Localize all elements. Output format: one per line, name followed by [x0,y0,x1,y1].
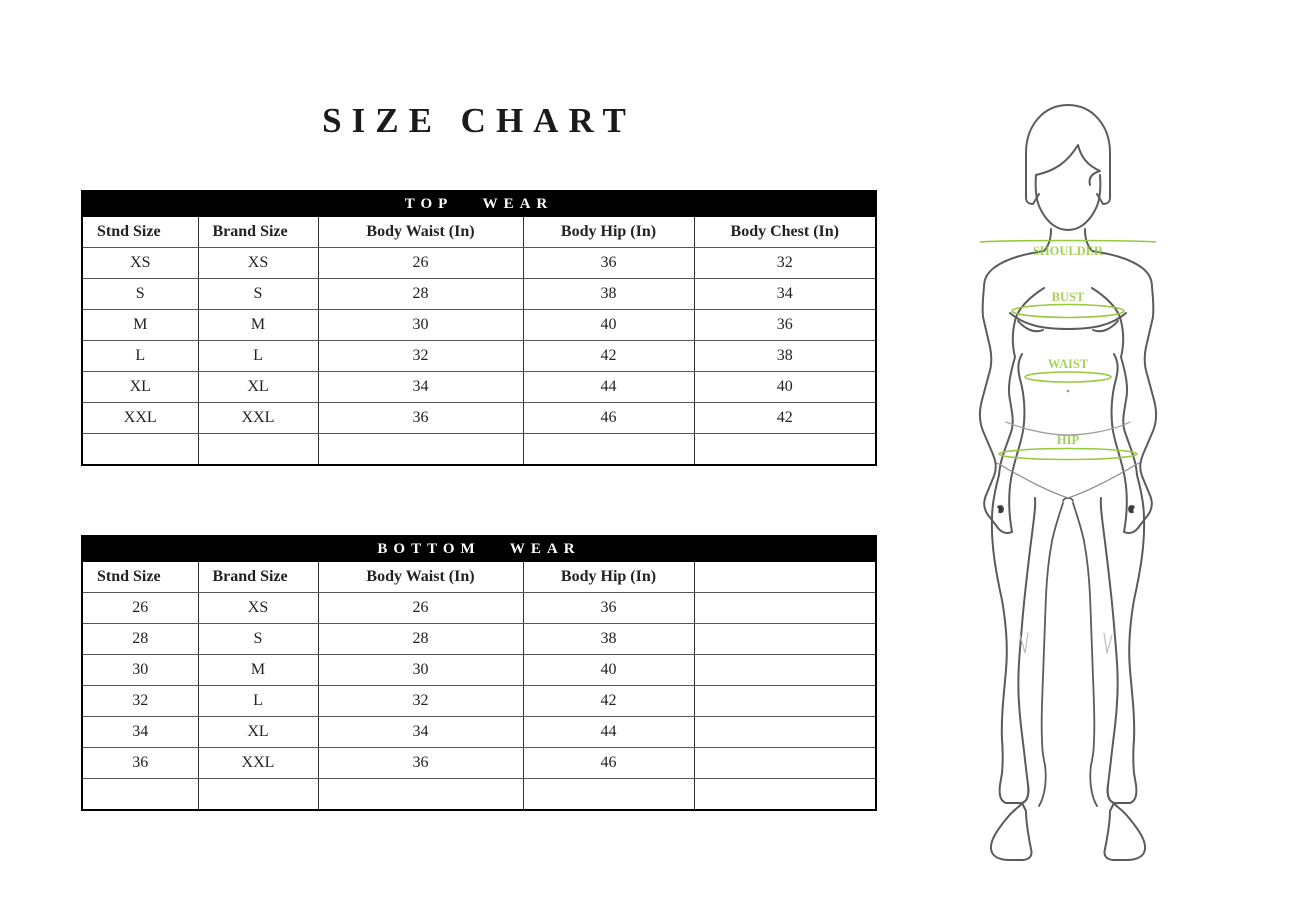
svg-text:HIP: HIP [1057,433,1080,447]
svg-text:BUST: BUST [1052,290,1085,304]
svg-text:WAIST: WAIST [1048,357,1089,371]
svg-text:SHOULDER: SHOULDER [1033,244,1104,258]
